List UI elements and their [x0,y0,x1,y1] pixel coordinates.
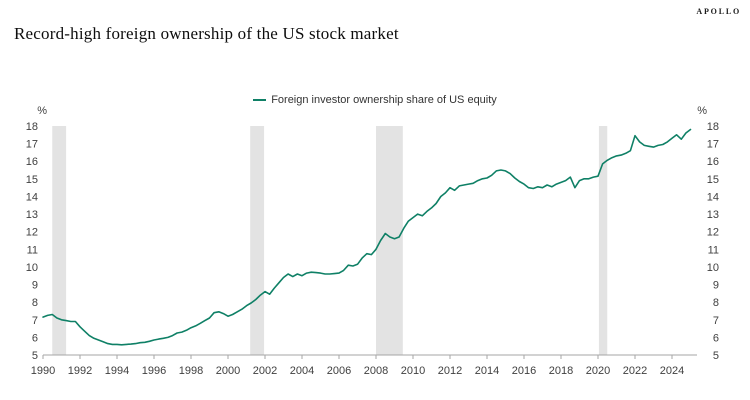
x-tick-label: 2022 [623,365,647,377]
y-tick-label-left: 16 [26,156,38,168]
x-tick-label: 2018 [549,365,573,377]
apollo-logo: APOLLO [696,7,741,16]
x-tick-label: 2006 [327,365,351,377]
x-tick-label: 1996 [142,365,166,377]
x-tick-label: 2016 [512,365,536,377]
x-tick-label: 2002 [253,365,277,377]
y-tick-label-left: 6 [32,332,38,344]
legend-line-marker [253,99,267,101]
page-title: Record-high foreign ownership of the US … [14,24,399,43]
series-line [42,128,692,346]
recession-band [250,126,265,355]
y-tick-label-right: 7 [713,315,719,327]
x-tick-label: 2014 [475,365,499,377]
x-tick-label: 2024 [660,365,684,377]
x-tick-label: 1992 [68,365,92,377]
y-axis-unit-left: % [37,105,47,117]
y-tick-label-left: 14 [26,191,38,203]
y-tick-label-right: 5 [713,350,719,362]
x-tick-label: 2010 [401,365,425,377]
x-tick-label: 2004 [290,365,314,377]
x-tick-label: 2020 [586,365,610,377]
x-tick-label: 2000 [216,365,240,377]
y-tick-label-left: 12 [26,227,38,239]
y-tick-label-left: 8 [32,297,38,309]
x-tick-label: 1998 [179,365,203,377]
y-tick-label-left: 17 [26,139,38,151]
y-tick-label-right: 16 [707,156,719,168]
y-tick-label-right: 14 [707,191,719,203]
y-tick-label-left: 5 [32,350,38,362]
y-tick-label-right: 9 [713,280,719,292]
recession-band [598,126,608,355]
y-tick-label-right: 8 [713,297,719,309]
recession-band [52,126,67,355]
y-tick-label-right: 6 [713,332,719,344]
y-tick-label-left: 7 [32,315,38,327]
y-tick-label-left: 10 [26,262,38,274]
y-tick-label-right: 11 [708,244,719,256]
y-tick-label-right: 18 [707,121,719,133]
y-tick-label-left: 9 [32,280,38,292]
x-tick-label: 1994 [105,365,129,377]
y-tick-label-right: 17 [707,139,719,151]
y-tick-label-right: 15 [707,174,719,186]
x-tick-label: 2008 [364,365,388,377]
y-tick-label-left: 18 [26,121,38,133]
y-tick-label-left: 15 [26,174,38,186]
y-tick-label-right: 13 [707,209,719,221]
y-tick-label-right: 12 [707,227,719,239]
x-tick-label: 1990 [31,365,55,377]
y-axis-unit-right: % [697,105,707,117]
legend-label: Foreign investor ownership share of US e… [271,94,497,106]
y-tick-label-left: 11 [27,244,38,256]
legend: Foreign investor ownership share of US e… [0,94,750,106]
y-tick-label-left: 13 [26,209,38,221]
x-tick-label: 2012 [438,365,462,377]
y-tick-label-right: 10 [707,262,719,274]
